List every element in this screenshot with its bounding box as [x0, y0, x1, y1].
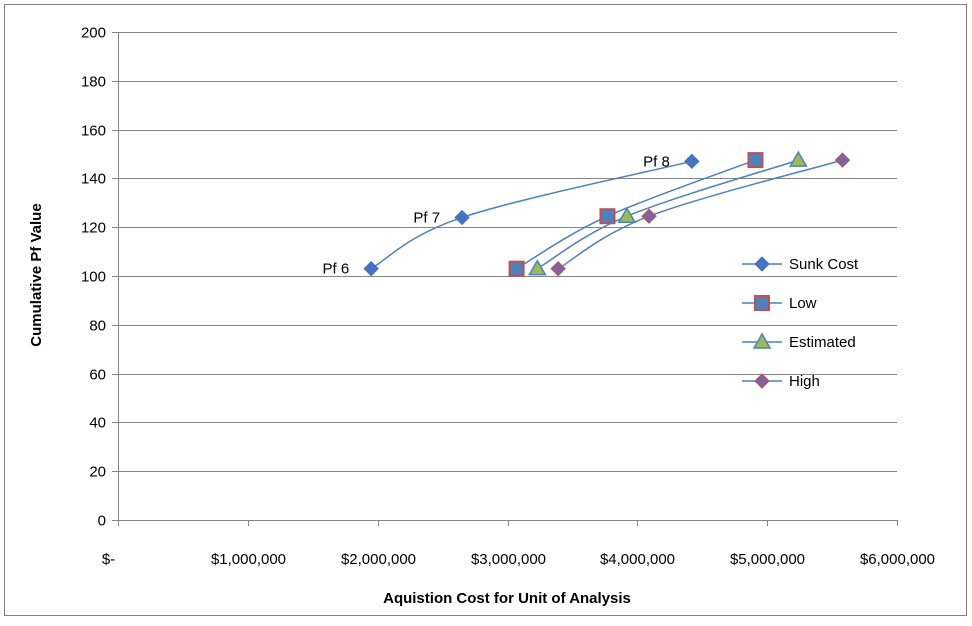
x-tick-label: $3,000,000	[471, 551, 546, 568]
series	[363, 150, 851, 277]
data-point	[641, 208, 657, 224]
gridlines	[118, 32, 897, 472]
chart-frame	[4, 4, 967, 616]
series-sunk-cost	[363, 153, 700, 277]
legend: Sunk Cost Low Estimated High	[742, 256, 859, 390]
y-tick-label: 60	[89, 367, 106, 384]
data-label: Pf 7	[413, 209, 440, 226]
series-high	[550, 152, 851, 277]
series-estimated	[528, 150, 808, 276]
series-line	[370, 160, 693, 270]
x-tick-label: $-	[102, 551, 115, 568]
y-tick-label: 0	[98, 513, 106, 530]
series-line	[557, 159, 843, 270]
data-point	[550, 260, 566, 277]
y-tick-label: 160	[81, 123, 106, 140]
x-tick-label: $1,000,000	[211, 551, 286, 568]
x-tick-label: $6,000,000	[860, 551, 935, 568]
legend-label: Estimated	[789, 334, 856, 351]
data-point	[363, 260, 379, 277]
y-tick-label: 40	[89, 415, 106, 432]
legend-label: Low	[789, 295, 817, 312]
data-point	[454, 209, 470, 226]
legend-marker	[754, 256, 770, 272]
data-point	[599, 208, 616, 225]
data-label: Pf 6	[322, 261, 349, 278]
x-tick-label: $4,000,000	[600, 551, 675, 568]
data-point	[617, 206, 637, 223]
y-tick-label: 20	[89, 464, 106, 481]
legend-label: High	[789, 373, 820, 390]
y-tick-label: 180	[81, 74, 106, 91]
x-tick-label: $5,000,000	[730, 551, 805, 568]
legend-marker	[754, 295, 770, 311]
y-axis-title: Cumulative Pf Value	[28, 203, 45, 346]
data-point	[508, 260, 525, 277]
legend-label: Sunk Cost	[789, 256, 859, 273]
y-tick-label: 140	[81, 171, 106, 188]
legend-item: High	[742, 373, 820, 390]
data-label: Pf 8	[643, 153, 670, 170]
y-tick-label: 200	[81, 25, 106, 42]
legend-item: Sunk Cost	[742, 256, 859, 273]
legend-item: Low	[742, 295, 817, 312]
x-tick-label: $2,000,000	[341, 551, 416, 568]
data-point	[789, 150, 808, 167]
data-point	[834, 152, 851, 168]
y-tick-label: 120	[81, 220, 106, 237]
data-point	[528, 259, 547, 276]
data-point	[747, 152, 764, 169]
legend-marker	[754, 373, 770, 389]
axes: 0 20 40 60 80 100 120 140 160 180 200 $- $1,000,000 $…	[81, 25, 935, 569]
x-axis-title: Aquistion Cost for Unit of Analysis	[383, 590, 631, 607]
y-tick-label: 80	[89, 318, 106, 335]
annotations: Pf 6 Pf 7 Pf 8	[322, 153, 669, 277]
y-tick-label: 100	[81, 269, 106, 286]
legend-item: Estimated	[742, 332, 856, 351]
legend-marker	[752, 332, 772, 349]
data-point	[684, 153, 700, 170]
series-line	[536, 159, 799, 270]
series-low	[508, 152, 764, 277]
